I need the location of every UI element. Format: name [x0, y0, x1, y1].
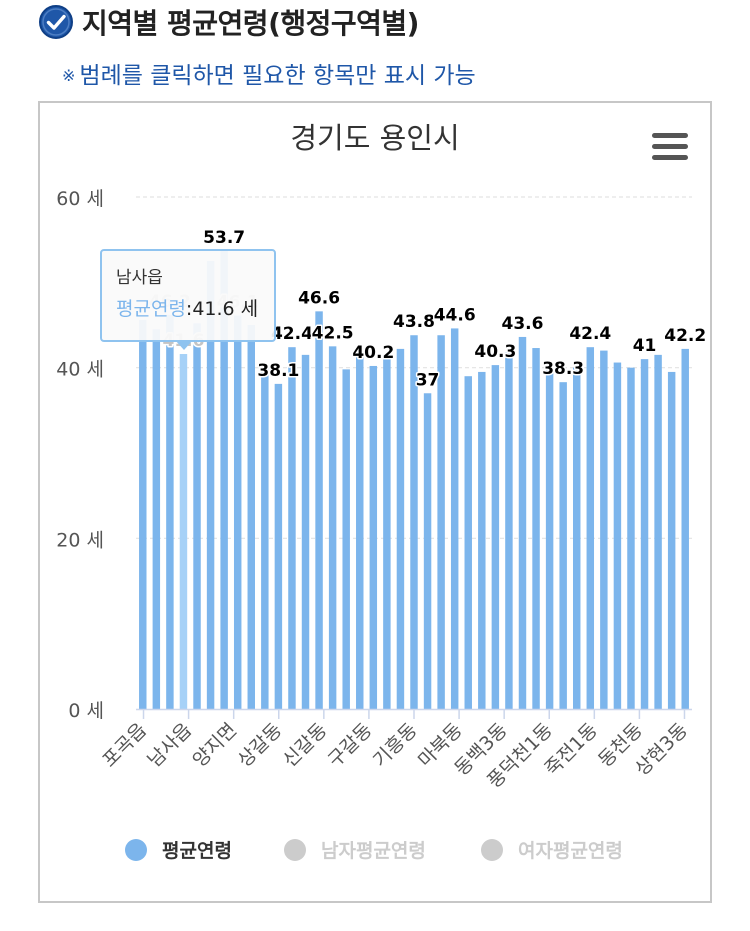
legend-item[interactable]: 여자평균연령 [481, 839, 623, 862]
legend-label: 여자평균연령 [518, 840, 623, 862]
data-label: 53.7 [203, 228, 245, 248]
legend-item[interactable]: 남자평균연령 [284, 839, 426, 862]
legend: 평균연령 남자평균연령 여자평균연령 [125, 839, 623, 862]
data-label: 43.6 [502, 314, 544, 334]
legend-label: 평균연령 [162, 840, 232, 862]
bar[interactable] [491, 365, 500, 709]
data-label: 42.4 [271, 324, 313, 344]
tooltip-value-text: 41.6 세 [192, 298, 259, 320]
bar[interactable] [640, 359, 649, 709]
bar[interactable] [328, 346, 337, 709]
bar[interactable] [627, 367, 635, 709]
bar[interactable] [139, 319, 147, 709]
bar[interactable] [410, 335, 418, 709]
legend-hint-text: 범례를 클릭하면 필요한 항목만 표시 가능 [79, 63, 476, 89]
data-label: 42.5 [312, 323, 354, 343]
tooltip-arrow [175, 340, 193, 350]
bar[interactable] [532, 348, 540, 709]
bar[interactable] [301, 354, 310, 709]
data-label: 38.1 [257, 361, 299, 381]
bar[interactable] [654, 354, 662, 709]
bar[interactable] [600, 350, 608, 709]
bar[interactable] [505, 352, 513, 709]
tooltip-value: :41.6 세 [185, 298, 259, 320]
data-label: 43.8 [393, 312, 435, 332]
section-title: 지역별 평균연령(행정구역별) [82, 7, 419, 40]
bar[interactable] [315, 311, 323, 709]
bar[interactable] [220, 250, 228, 709]
bar[interactable] [179, 354, 188, 709]
x-tick-label: 상갈동 [234, 719, 287, 772]
legend-hint: ※ 범례를 클릭하면 필요한 항목만 표시 가능 [62, 56, 476, 90]
bar[interactable] [396, 348, 405, 709]
x-tick-label: 기흥동 [369, 719, 422, 772]
bar[interactable] [667, 371, 676, 709]
bar[interactable] [274, 383, 283, 709]
chart-title: 경기도 용인시 [290, 121, 459, 155]
bar[interactable] [193, 323, 201, 709]
bar[interactable] [559, 382, 567, 709]
bar[interactable] [464, 376, 472, 709]
y-axis: 60 세 40 세 20 세 0 세 [56, 188, 104, 722]
data-label: 42.2 [664, 326, 706, 346]
bar[interactable] [369, 365, 378, 709]
data-label: 38.3 [542, 359, 584, 379]
data-label: 46.6 [298, 288, 340, 308]
bar[interactable] [681, 348, 689, 709]
x-tick-label: 구갈동 [324, 719, 377, 772]
bar[interactable] [518, 336, 527, 709]
bar[interactable] [450, 328, 459, 709]
bar[interactable] [152, 329, 161, 709]
data-label: 37 [416, 370, 440, 390]
check-circle-icon [39, 5, 73, 39]
x-tick-label: 남사읍 [143, 719, 196, 772]
grid [136, 196, 692, 539]
legend-item[interactable]: 평균연령 [125, 839, 232, 862]
tooltip-series: 평균연령 [116, 298, 186, 320]
data-label: 40.3 [474, 342, 516, 362]
bar[interactable] [423, 393, 432, 709]
note-mark: ※ [62, 66, 76, 85]
bar[interactable] [247, 325, 255, 709]
legend-marker [481, 839, 503, 861]
y-tick-label: 40 세 [56, 359, 104, 381]
bar[interactable] [342, 369, 350, 709]
bar[interactable] [166, 314, 174, 709]
data-label: 41 [633, 336, 657, 356]
section-header: 지역별 평균연령(행정구역별) [38, 4, 419, 40]
bar[interactable] [613, 362, 622, 709]
bar[interactable] [573, 367, 581, 709]
y-tick-label: 60 세 [56, 188, 104, 210]
data-label: 44.6 [434, 305, 476, 325]
tooltip: 남사읍 평균연령:41.6 세 [100, 249, 276, 342]
x-tick-label: 신갈동 [279, 719, 332, 772]
x-tick-label: 양지면 [189, 719, 242, 772]
bar[interactable] [586, 347, 595, 709]
x-axis: 포곡읍남사읍양지면상갈동신갈동구갈동기흥동마북동동백3동풍덕천1동죽전1동동천동… [98, 708, 692, 793]
bar[interactable] [478, 371, 486, 709]
data-label: 40.2 [352, 343, 394, 363]
bar[interactable] [288, 347, 296, 709]
bar[interactable] [233, 315, 242, 709]
bar[interactable] [356, 354, 364, 709]
bar[interactable] [383, 354, 391, 709]
legend-marker [125, 839, 147, 861]
legend-label: 남자평균연령 [321, 840, 426, 862]
legend-marker [284, 839, 306, 861]
hamburger-menu-icon[interactable] [652, 133, 688, 160]
bar[interactable] [437, 335, 445, 709]
tooltip-title: 남사읍 [116, 268, 163, 288]
bar[interactable] [206, 261, 215, 709]
y-tick-label: 20 세 [56, 529, 104, 551]
bars [139, 250, 689, 709]
data-label: 42.4 [569, 324, 611, 344]
bar[interactable] [261, 367, 269, 709]
bar[interactable] [545, 369, 554, 709]
x-tick-label: 포곡읍 [98, 719, 151, 772]
y-tick-label: 0 세 [68, 700, 104, 722]
